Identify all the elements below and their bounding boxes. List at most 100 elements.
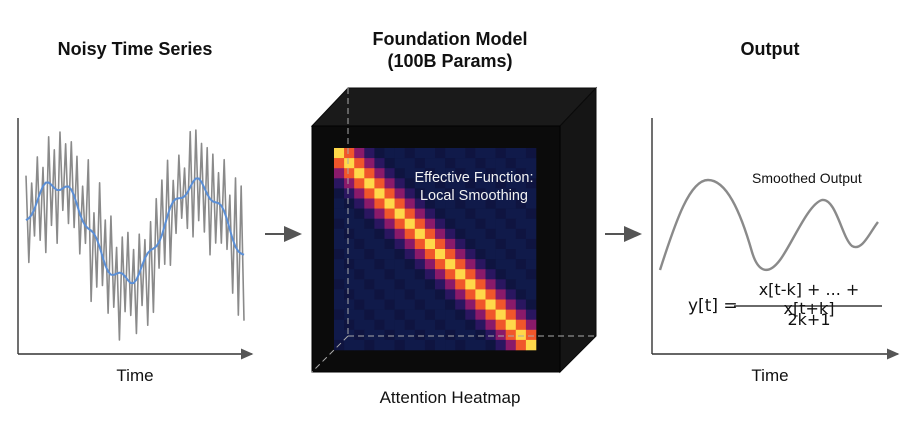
heatmap-cell bbox=[354, 218, 365, 230]
heatmap-cell bbox=[465, 259, 476, 270]
heatmap-cell bbox=[374, 299, 385, 310]
heatmap-cell bbox=[485, 198, 496, 209]
heatmap-cell bbox=[515, 168, 527, 179]
heatmap-cell bbox=[455, 168, 466, 179]
heatmap-cell bbox=[475, 289, 486, 300]
heatmap-cell bbox=[414, 269, 426, 280]
heatmap-cell bbox=[384, 148, 395, 159]
heatmap-cell bbox=[445, 218, 456, 230]
heatmap-cell bbox=[384, 228, 395, 240]
heatmap-cell bbox=[354, 238, 365, 250]
heatmap-cell bbox=[384, 168, 395, 179]
heatmap-cell bbox=[374, 289, 385, 300]
heatmap-cell bbox=[505, 188, 517, 199]
heatmap-cell bbox=[465, 269, 476, 280]
heatmap-cell bbox=[394, 188, 405, 199]
heatmap-cell bbox=[394, 228, 405, 240]
smoothed-output-curve bbox=[658, 178, 879, 271]
heatmap-cell bbox=[354, 188, 365, 199]
heatmap-cell bbox=[445, 299, 456, 310]
heatmap-cell bbox=[424, 148, 436, 159]
heatmap-cell bbox=[424, 259, 436, 270]
heatmap-cell bbox=[435, 238, 446, 250]
heatmap-cell bbox=[515, 158, 527, 169]
heatmap-cell bbox=[394, 319, 405, 331]
model-title-line1: Foundation Model bbox=[372, 29, 528, 49]
heatmap-cell bbox=[404, 198, 416, 209]
heatmap-cell bbox=[445, 228, 456, 240]
heatmap-cell bbox=[364, 319, 375, 331]
heatmap-cell bbox=[495, 208, 506, 219]
heatmap-cell bbox=[374, 249, 385, 260]
left-axes bbox=[17, 118, 254, 360]
heatmap-cell bbox=[525, 198, 537, 209]
heatmap-cell bbox=[384, 309, 395, 320]
heatmap-cell bbox=[505, 238, 517, 250]
heatmap-cell bbox=[515, 198, 527, 209]
heatmap-cell bbox=[495, 289, 506, 300]
heatmap-cell bbox=[364, 339, 375, 351]
heatmap-cell bbox=[435, 249, 446, 260]
heatmap-cell bbox=[354, 279, 365, 290]
heatmap-cell bbox=[445, 329, 456, 341]
heatmap-cell bbox=[384, 329, 395, 341]
heatmap-cell bbox=[394, 329, 405, 341]
heatmap-cell bbox=[354, 309, 365, 320]
heatmap-cell bbox=[344, 158, 355, 169]
heatmap-cell bbox=[485, 309, 496, 320]
heatmap-cell bbox=[334, 168, 345, 179]
heatmap-cell bbox=[525, 188, 537, 199]
heatmap-cell bbox=[384, 259, 395, 270]
heatmap-cell bbox=[344, 228, 355, 240]
heatmap-cell bbox=[435, 299, 446, 310]
heatmap-cell bbox=[495, 299, 506, 310]
heatmap-cell bbox=[374, 319, 385, 331]
heatmap-cell bbox=[505, 249, 517, 260]
heatmap-cell bbox=[445, 249, 456, 260]
heatmap-cell bbox=[505, 309, 517, 320]
heatmap-cell bbox=[445, 279, 456, 290]
heatmap-cell bbox=[364, 158, 375, 169]
heatmap-cell bbox=[485, 158, 496, 169]
heatmap-cell bbox=[505, 299, 517, 310]
heatmap-cell bbox=[394, 208, 405, 219]
heatmap-cell bbox=[384, 319, 395, 331]
heatmap-cell bbox=[525, 238, 537, 250]
heatmap-cell bbox=[374, 279, 385, 290]
formula-numerator: x[t-k] + ... + x[t+k] bbox=[758, 280, 860, 318]
heatmap-cell bbox=[525, 249, 537, 260]
heatmap-cell bbox=[394, 339, 405, 351]
heatmap-cell bbox=[394, 269, 405, 280]
heatmap-cell bbox=[505, 339, 517, 351]
heatmap-cell bbox=[485, 228, 496, 240]
heatmap-cell bbox=[525, 339, 537, 351]
heatmap-cell bbox=[394, 259, 405, 270]
heatmap-cell bbox=[344, 339, 355, 351]
heatmap-cell bbox=[515, 339, 527, 351]
heatmap-cell bbox=[364, 279, 375, 290]
heatmap-cell bbox=[364, 168, 375, 179]
heatmap-cell bbox=[334, 208, 345, 219]
smoothed-output-label: Smoothed Output bbox=[752, 170, 862, 186]
heatmap-cell bbox=[465, 208, 476, 219]
heatmap-cell bbox=[364, 309, 375, 320]
heatmap-cell bbox=[364, 269, 375, 280]
heatmap-cell bbox=[424, 339, 436, 351]
heatmap-cell bbox=[455, 299, 466, 310]
heatmap-cell bbox=[414, 208, 426, 219]
heatmap-cell bbox=[505, 158, 517, 169]
heatmap-cell bbox=[374, 208, 385, 219]
heatmap-cell bbox=[404, 289, 416, 300]
heatmap-cell bbox=[414, 339, 426, 351]
formula-denominator: 2k+1 bbox=[787, 310, 831, 329]
attention-heatmap bbox=[334, 148, 537, 351]
heatmap-cell bbox=[475, 188, 486, 199]
heatmap-cell bbox=[354, 208, 365, 219]
heatmap-cell bbox=[374, 259, 385, 270]
heatmap-cell bbox=[495, 168, 506, 179]
heatmap-cell bbox=[374, 188, 385, 199]
heatmap-cell bbox=[515, 218, 527, 230]
heatmap-cell bbox=[344, 329, 355, 341]
heatmap-cell bbox=[394, 158, 405, 169]
heatmap-cell bbox=[354, 158, 365, 169]
